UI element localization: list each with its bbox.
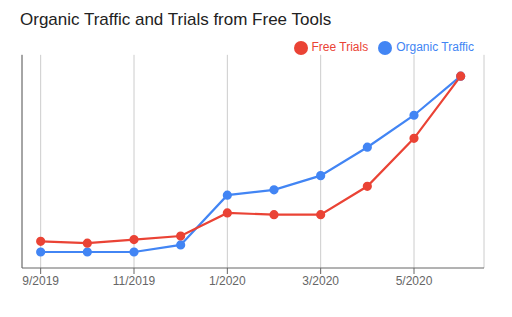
html-text:Free Trials: Free Trials <box>311 40 369 54</box>
html-text:Organic Traffic: Organic Traffic <box>396 40 474 54</box>
svg-text:5/2020: 5/2020 <box>396 274 433 288</box>
html-text:Organic Traffic and Trials fro: Organic Traffic and Trials from Free Too… <box>20 10 332 29</box>
svg-text:9/2019: 9/2019 <box>22 274 59 288</box>
svg-text:1/2020: 1/2020 <box>209 274 246 288</box>
svg-text:11/2019: 11/2019 <box>113 274 156 288</box>
svg-text:3/2020: 3/2020 <box>302 274 339 288</box>
